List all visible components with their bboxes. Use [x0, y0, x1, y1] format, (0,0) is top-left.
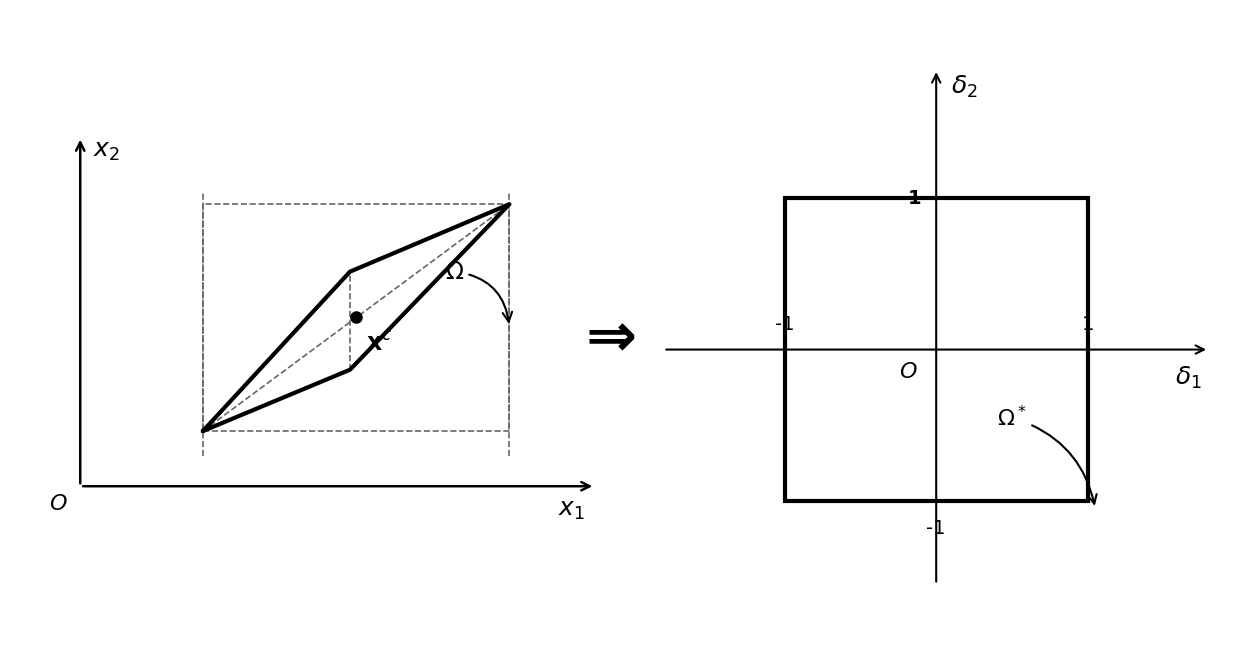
Text: $\mathbf{x}^c$: $\mathbf{x}^c$: [366, 331, 392, 356]
Text: $\delta_1$: $\delta_1$: [1174, 365, 1202, 391]
Text: 1: 1: [908, 189, 921, 207]
Text: $\delta_2$: $\delta_2$: [951, 74, 978, 100]
Text: -1: -1: [926, 520, 946, 538]
Bar: [785, 198, 1087, 501]
Text: 1: 1: [1081, 315, 1094, 334]
Text: $O$: $O$: [899, 362, 918, 382]
Text: $x_2$: $x_2$: [93, 139, 119, 163]
Text: -1: -1: [775, 315, 795, 334]
Text: $x_1$: $x_1$: [558, 498, 585, 522]
Text: $\Omega^*$: $\Omega^*$: [997, 405, 1096, 504]
Text: $O$: $O$: [48, 494, 67, 514]
Text: $\Omega$: $\Omega$: [445, 259, 512, 321]
Text: ⇒: ⇒: [585, 311, 636, 370]
